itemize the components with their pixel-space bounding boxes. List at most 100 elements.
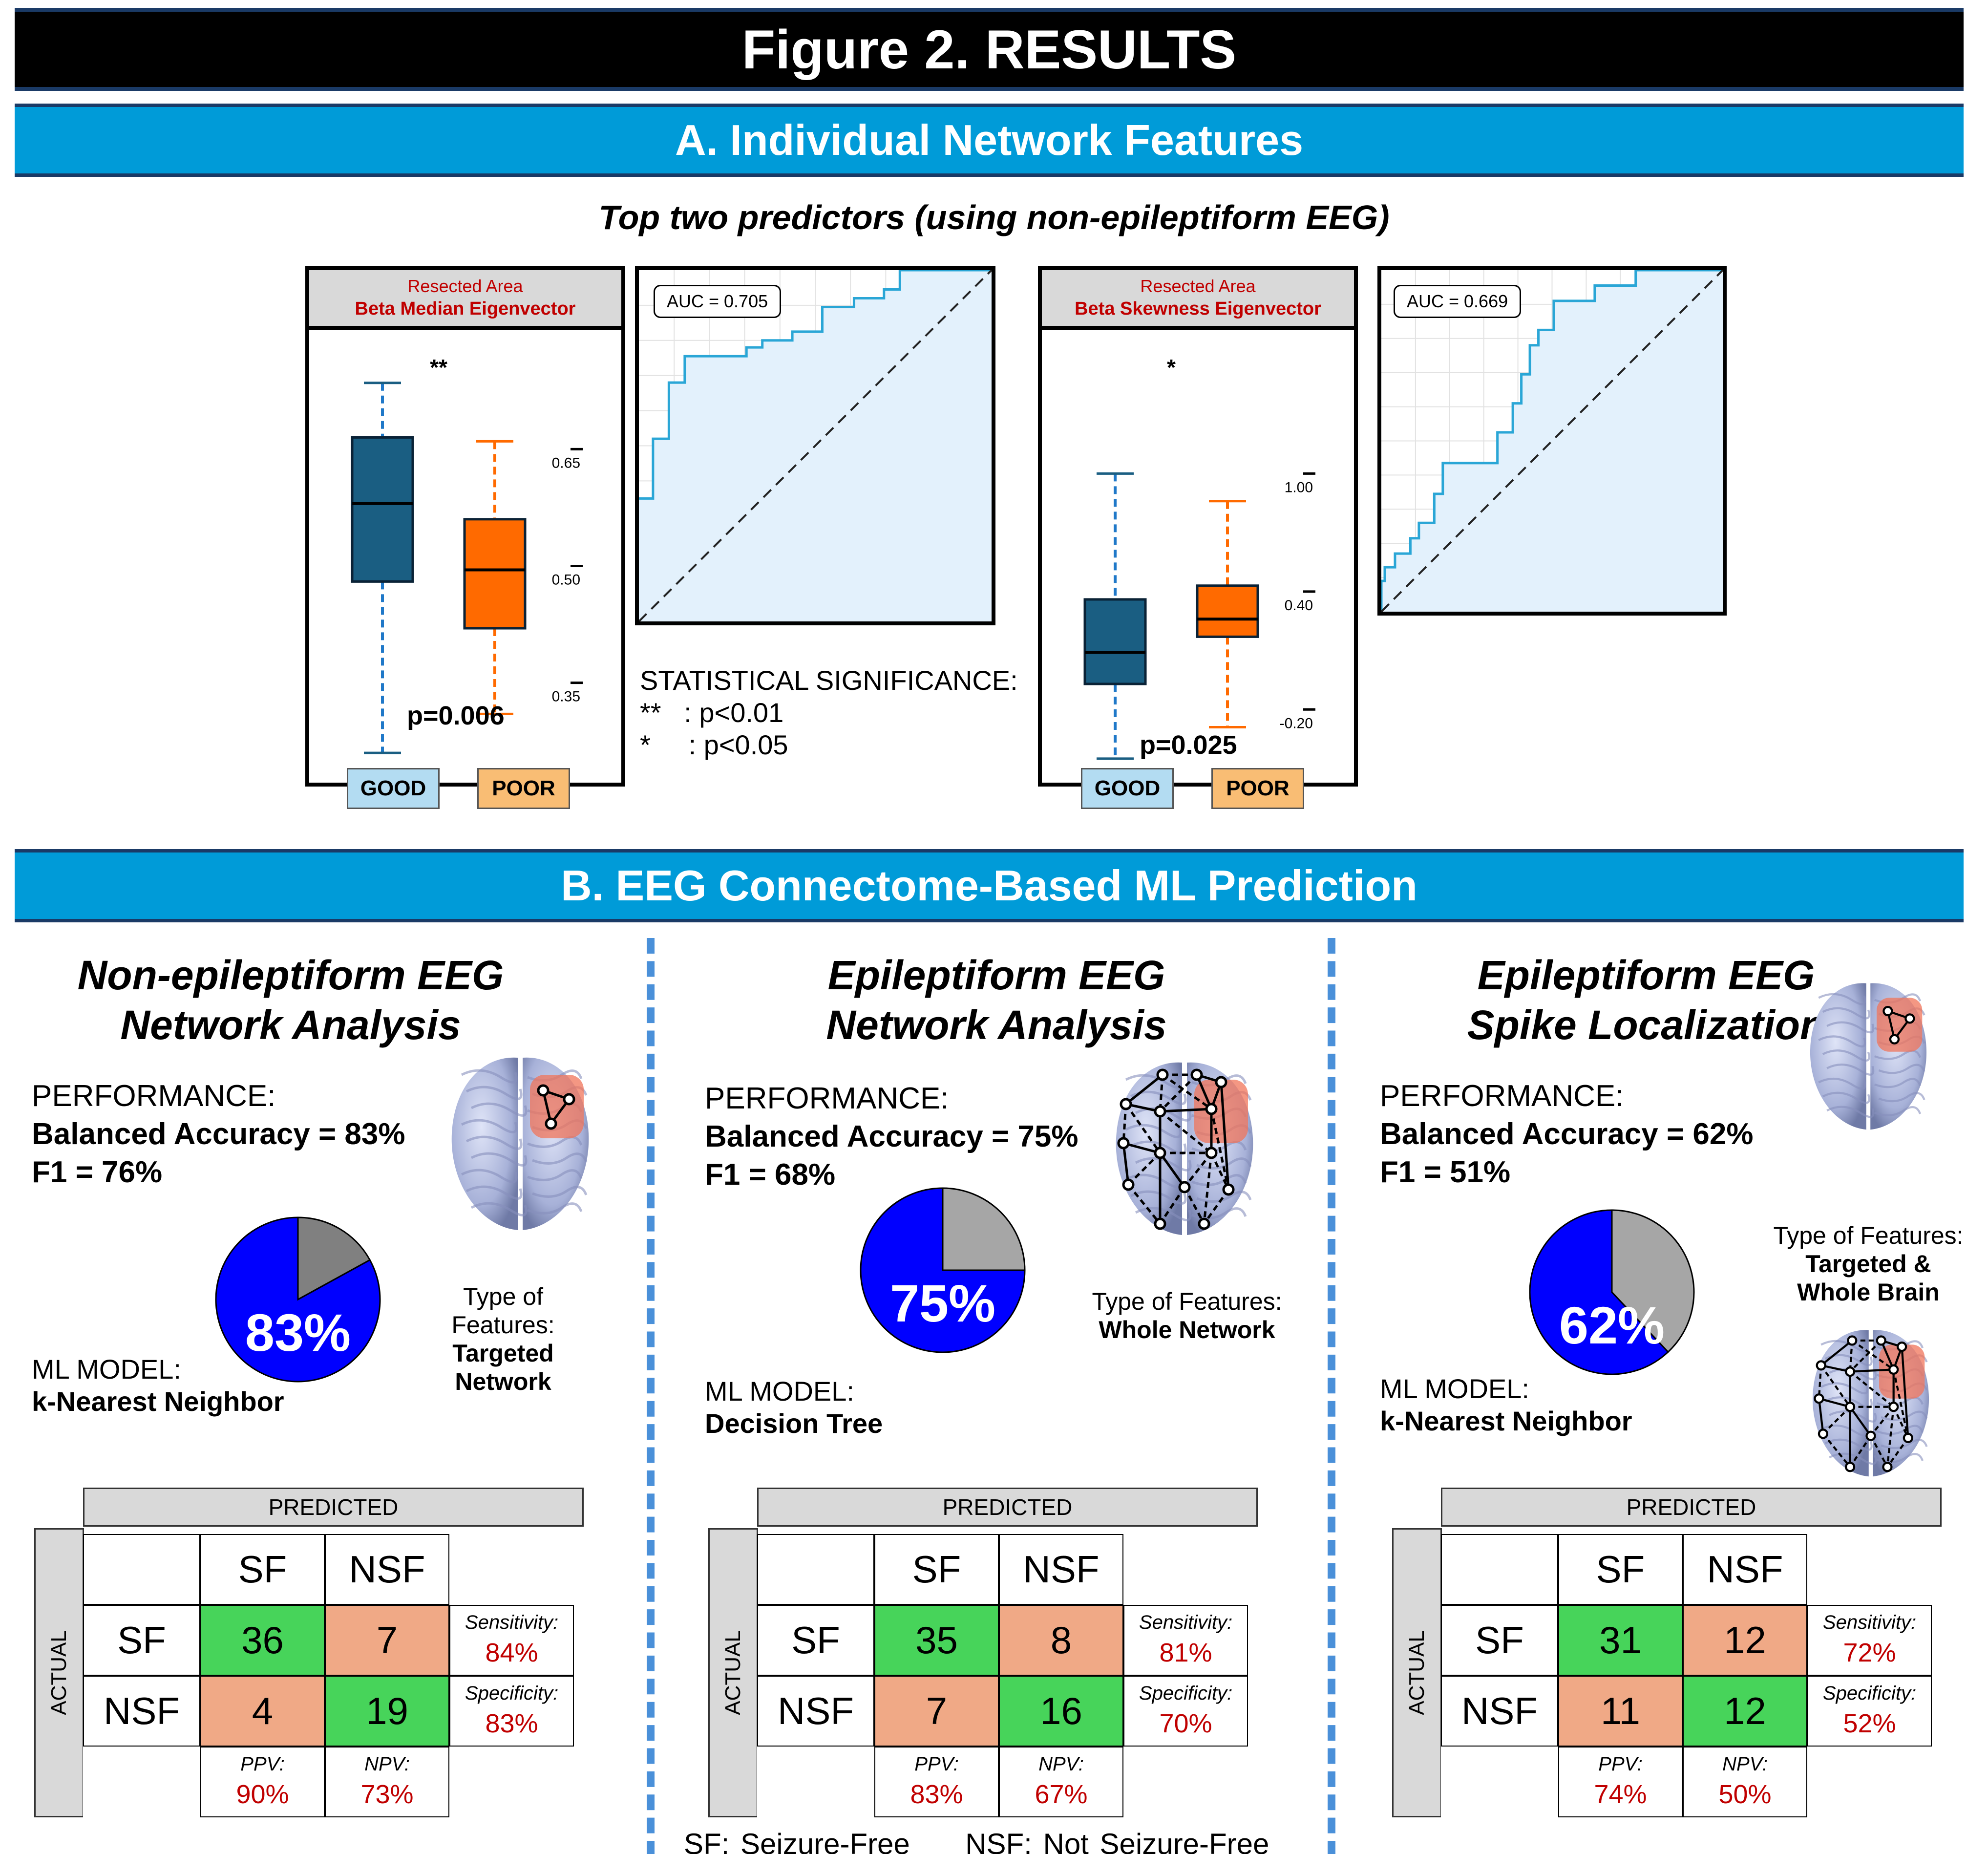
npv-value: 50%: [1718, 1780, 1772, 1809]
specificity-label: Specificity:: [465, 1683, 559, 1704]
brain-gyrus: [1829, 1410, 1877, 1423]
brain-group: [451, 1057, 589, 1230]
network-node: [1904, 1013, 1915, 1024]
significance-marker: **: [430, 355, 447, 380]
y-tick-label: 0.65: [552, 455, 580, 471]
pie-slice-remaining: [1611, 1209, 1695, 1353]
network-edge: [1870, 1435, 1888, 1468]
npv: NPV: 73%: [325, 1747, 449, 1817]
y-tick-label: 0.35: [552, 689, 580, 705]
section-b-header: B. EEG Connectome-Based ML Prediction: [15, 849, 1964, 922]
network-node: [1882, 1462, 1893, 1472]
matrix-value-cell: 12: [1683, 1676, 1807, 1747]
resected-area-highlight: [1876, 998, 1923, 1052]
actual-header: ACTUAL: [1392, 1528, 1442, 1817]
pie-slice-remaining: [942, 1187, 1026, 1271]
specificity-label: Specificity:: [1822, 1683, 1917, 1704]
row-header-nsf: NSF: [757, 1676, 874, 1747]
network-node: [1882, 1005, 1893, 1017]
p-value: p=0.025: [1140, 730, 1237, 760]
brain-targeted-network-icon: [1810, 983, 1927, 1130]
row-header-nsf: NSF: [83, 1676, 200, 1747]
network-node: [1876, 1335, 1886, 1346]
predicted-header: PREDICTED: [1441, 1488, 1942, 1527]
brain-gyrus: [1878, 1064, 1925, 1074]
network-edge: [1122, 1104, 1127, 1144]
column-title-line2: Network Analysis: [120, 1002, 461, 1048]
brain-gyrus: [1826, 1106, 1875, 1118]
balanced-accuracy: Balanced Accuracy = 62%: [1380, 1117, 1754, 1151]
column-divider: [647, 938, 655, 1854]
ml-model-name: k-Nearest Neighbor: [32, 1386, 284, 1417]
network-edge: [1210, 1152, 1230, 1191]
network-node: [1120, 1098, 1132, 1110]
brain-gyrus: [1125, 1074, 1182, 1088]
network-edge: [1849, 1370, 1895, 1408]
network-node: [563, 1093, 575, 1106]
feature-type-value: Whole Brain: [1797, 1279, 1940, 1306]
performance-block: PERFORMANCE: Balanced Accuracy = 83% F1 …: [32, 1077, 405, 1192]
sensitivity-value: 81%: [1159, 1638, 1212, 1667]
brain-gyrus: [1822, 1007, 1870, 1020]
network-edge: [1849, 1435, 1872, 1468]
group-label-good: GOOD: [347, 768, 440, 809]
f1-score: F1 = 51%: [1380, 1155, 1511, 1189]
network-edge: [1849, 1340, 1882, 1373]
network-node: [1889, 1034, 1900, 1044]
brain-gyrus: [1191, 1207, 1247, 1219]
brain-left-hemisphere: [451, 1057, 518, 1230]
boxplot-header-line2: Beta Median Eigenvector: [355, 298, 576, 319]
boxplot-header: Resected Area Beta Median Eigenvector: [309, 270, 621, 330]
f1-score: F1 = 76%: [32, 1155, 163, 1189]
specificity-label: Specificity:: [1139, 1683, 1233, 1704]
boxplot-chart-median: 0.35 0.50 0.65 ** p=0.006: [351, 355, 583, 754]
y-tick-label: 1.00: [1285, 479, 1313, 495]
actual-header: ACTUAL: [34, 1528, 84, 1817]
network-edge: [1159, 1186, 1186, 1225]
brain-gyrus: [470, 1202, 528, 1216]
network-edge: [1886, 1437, 1909, 1468]
network-node: [1903, 1432, 1913, 1443]
boxplot-panel-median: Resected Area Beta Median Eigenvector 0.…: [305, 266, 625, 787]
column-header-nsf: NSF: [1683, 1534, 1807, 1605]
network-node: [1847, 1335, 1858, 1346]
row-header-sf: SF: [1441, 1605, 1558, 1676]
feature-type-block: Type of Features: Targeted & Whole Brain: [1758, 1221, 1978, 1306]
brain-gyrus: [1196, 1157, 1252, 1170]
brain-gyrus: [1878, 1092, 1925, 1103]
column-title-line2: Spike Localization: [1467, 1002, 1825, 1048]
network-node: [1154, 1147, 1166, 1159]
network-edge: [1220, 1082, 1230, 1190]
brain-gyrus: [1196, 1191, 1252, 1203]
ml-model-label: ML MODEL:: [1380, 1373, 1529, 1404]
corner-cell: [83, 1534, 200, 1605]
network-node: [1844, 1366, 1856, 1377]
blank-cell: [757, 1747, 874, 1817]
network-edge: [1127, 1184, 1161, 1225]
brain-gyrus: [532, 1152, 588, 1165]
network-edge: [1850, 1368, 1894, 1373]
specificity: Specificity: 52%: [1807, 1676, 1932, 1747]
sensitivity-label: Sensitivity:: [1139, 1612, 1233, 1633]
specificity-value: 52%: [1843, 1709, 1896, 1738]
boxplot-header-line1: Resected Area: [407, 276, 523, 296]
ml-model-block: ML MODEL: Decision Tree: [705, 1375, 883, 1440]
matrix-value-cell: 16: [999, 1676, 1123, 1747]
pie-center-label: 83%: [245, 1303, 351, 1362]
brain-gyrus: [1820, 1382, 1869, 1395]
network-node: [1897, 1342, 1907, 1352]
network-node: [1156, 1068, 1169, 1081]
row-header-sf: SF: [83, 1605, 200, 1676]
box-poor: [1196, 584, 1259, 638]
network-edge: [1210, 1108, 1230, 1190]
brain-gyrus: [527, 1169, 583, 1181]
auc-annotation: AUC = 0.705: [654, 285, 782, 318]
brain-gyrus: [1824, 1396, 1873, 1408]
network-edge: [1892, 1406, 1909, 1439]
network-edge: [1892, 1369, 1909, 1438]
network-edge: [1822, 1433, 1851, 1468]
matrix-value-cell: 19: [325, 1676, 449, 1747]
column-title: Epileptiform EEG Spike Localization: [1358, 950, 1934, 1050]
brain-gyrus: [1824, 1438, 1873, 1451]
matrix-value-cell: 4: [200, 1676, 325, 1747]
